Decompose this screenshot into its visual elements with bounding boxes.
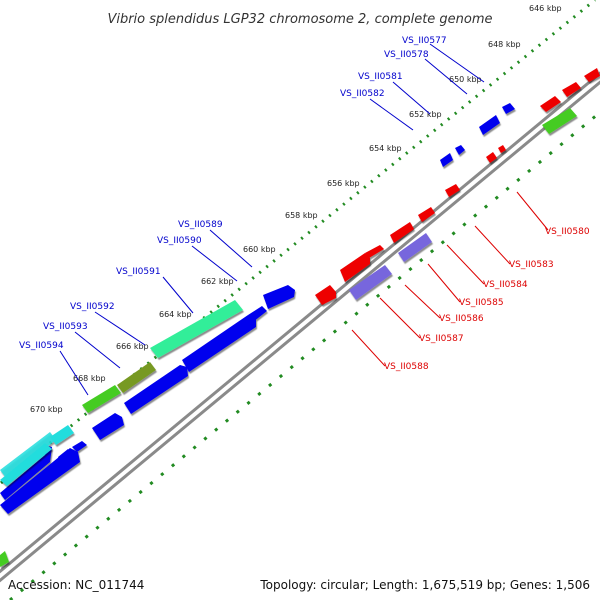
tick-label: 658 kbp: [285, 211, 318, 220]
gene-label[interactable]: VS_II0577: [402, 36, 447, 46]
tick-label: 656 kbp: [327, 179, 360, 188]
tick-label: 654 kbp: [369, 144, 402, 153]
gene-cds-reverse[interactable]: [365, 245, 384, 258]
tick-label: 648 kbp: [488, 40, 521, 49]
inner-tick-ring: [9, 110, 600, 600]
gene-cds-reverse[interactable]: [418, 207, 435, 222]
forward-genes: [0, 103, 515, 514]
gene-feature-cyan[interactable]: [0, 443, 52, 486]
tick-label: 666 kbp: [116, 342, 149, 351]
gene-feature-olive[interactable]: [117, 362, 156, 393]
gene-cds-forward[interactable]: [479, 115, 500, 135]
gene-feature-purple[interactable]: [349, 265, 392, 300]
gene-label[interactable]: VS_II0587: [419, 334, 464, 344]
tick-label: 664 kbp: [159, 310, 192, 319]
gene-feature-cyan[interactable]: [50, 425, 74, 445]
gene-cds-forward[interactable]: [58, 449, 72, 465]
gene-cds-reverse[interactable]: [562, 82, 581, 97]
forward-leader-lines: [59, 43, 485, 396]
gene-label[interactable]: VS_II0584: [483, 280, 528, 290]
gene-cds-forward[interactable]: [0, 445, 52, 500]
gene-feature-purple[interactable]: [398, 233, 432, 262]
gene-cds-forward[interactable]: [0, 448, 80, 514]
tick-label: 662 kbp: [201, 277, 234, 286]
gene-label[interactable]: VS_II0590: [157, 236, 202, 246]
gene-label[interactable]: VS_II0580: [545, 227, 590, 237]
reverse-genes: [315, 68, 600, 305]
gene-feature-green[interactable]: [82, 385, 121, 413]
gene-cds-reverse[interactable]: [540, 96, 561, 112]
gene-label[interactable]: VS_II0586: [439, 314, 484, 324]
gene-cds-forward[interactable]: [248, 306, 267, 322]
gene-cds-forward[interactable]: [502, 103, 515, 114]
tick-label: 646 kbp: [529, 4, 562, 13]
tick-label: 650 kbp: [449, 75, 482, 84]
gene-label[interactable]: VS_II0592: [70, 302, 115, 312]
gene-label[interactable]: VS_II0589: [178, 220, 223, 230]
genome-summary: Topology: circular; Length: 1,675,519 bp…: [260, 578, 590, 592]
gene-label[interactable]: VS_II0578: [384, 50, 429, 60]
gene-feature-cyan[interactable]: [0, 432, 56, 478]
gene-cds-reverse[interactable]: [340, 253, 370, 282]
gene-cds-forward[interactable]: [92, 413, 124, 440]
reverse-gene-labels: VS_II0580 VS_II0583 VS_II0584 VS_II0585 …: [384, 227, 590, 372]
gene-cds-reverse[interactable]: [315, 285, 336, 305]
gene-cds-forward[interactable]: [455, 145, 465, 155]
gene-label[interactable]: VS_II0593: [43, 322, 88, 332]
gene-label[interactable]: VS_II0582: [340, 89, 385, 99]
gene-label[interactable]: VS_II0581: [358, 72, 403, 82]
gene-cds-reverse[interactable]: [486, 152, 497, 163]
gene-cds-reverse[interactable]: [498, 145, 506, 153]
tick-labels: 646 kbp 648 kbp 650 kbp 652 kbp 654 kbp …: [30, 4, 562, 414]
gene-feature-green[interactable]: [0, 551, 9, 567]
gene-cds-forward[interactable]: [124, 365, 188, 414]
gene-label[interactable]: VS_II0594: [19, 341, 64, 351]
forward-gene-labels: VS_II0577 VS_II0578 VS_II0581 VS_II0582 …: [19, 36, 447, 351]
gene-label[interactable]: VS_II0588: [384, 362, 429, 372]
gene-label[interactable]: VS_II0585: [459, 298, 504, 308]
accession-label: Accession: NC_011744: [8, 578, 145, 592]
gene-cds-forward[interactable]: [263, 285, 295, 309]
outer-tick-ring: [0, 0, 596, 486]
tick-label: 668 kbp: [73, 374, 106, 383]
tick-label: 652 kbp: [409, 110, 442, 119]
gene-cds-reverse[interactable]: [445, 184, 460, 197]
map-title: Vibrio splendidus LGP32 chromosome 2, co…: [107, 12, 492, 27]
gene-feature-green[interactable]: [542, 108, 577, 134]
gene-cds-forward[interactable]: [72, 441, 87, 452]
gene-label[interactable]: VS_II0591: [116, 267, 161, 277]
tick-label: 670 kbp: [30, 405, 63, 414]
gene-feature-lightgreen[interactable]: [150, 300, 243, 358]
gene-cds-forward[interactable]: [440, 153, 453, 167]
gene-cds-reverse[interactable]: [584, 68, 600, 82]
tick-label: 660 kbp: [243, 245, 276, 254]
reverse-leader-lines: [351, 191, 549, 367]
cog-features: [0, 300, 243, 567]
gene-label[interactable]: VS_II0583: [509, 260, 554, 270]
gene-cds-forward[interactable]: [182, 315, 256, 372]
gene-cds-reverse[interactable]: [390, 222, 414, 243]
backbone: [0, 71, 600, 583]
